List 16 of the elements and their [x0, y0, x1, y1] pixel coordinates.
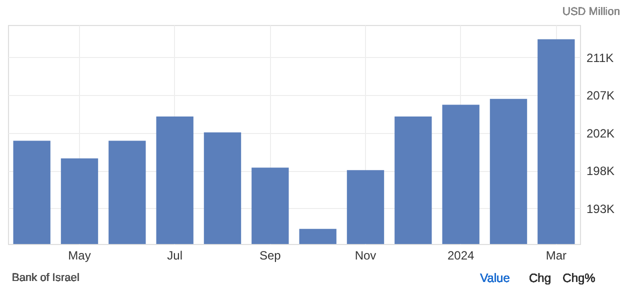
x-tick-label: Jul	[167, 248, 183, 262]
x-tick-label: Nov	[354, 248, 376, 262]
y-tick-label: 198K	[586, 164, 615, 178]
x-tick-label: Sep	[259, 248, 282, 262]
x-tick-label: 2024	[447, 248, 475, 262]
text: Bank of Israel	[12, 272, 80, 284]
text: Chg	[528, 271, 552, 285]
y-tick-label: 211K	[586, 50, 614, 65]
text: Value	[480, 271, 510, 285]
y-axis-title: USD Million	[562, 6, 620, 18]
text: Chg%	[562, 271, 596, 285]
y-tick-label: 202K	[586, 126, 615, 140]
y-tick-label: 207K	[586, 88, 615, 103]
y-tick-label: 193K	[586, 202, 615, 216]
x-tick-label: May	[68, 248, 91, 262]
x-tick-label: Mar	[546, 248, 567, 262]
